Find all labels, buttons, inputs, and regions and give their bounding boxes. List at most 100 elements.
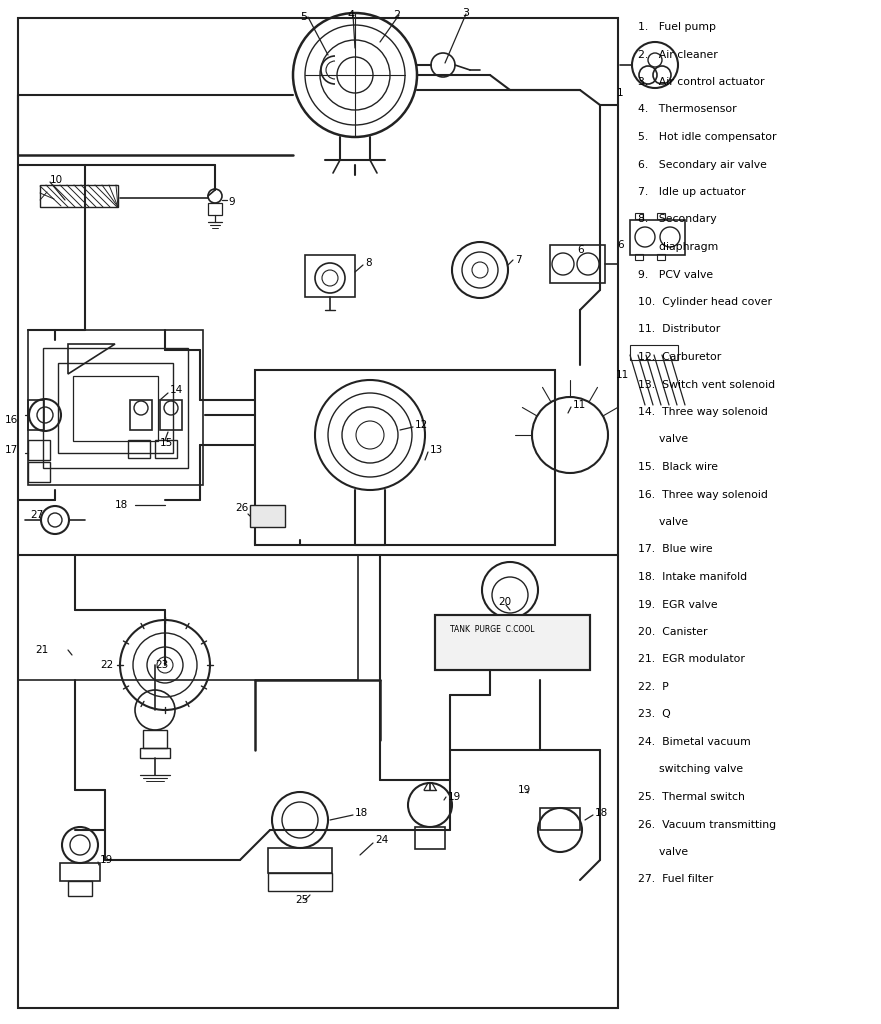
Text: 15.  Black wire: 15. Black wire <box>638 462 718 472</box>
Text: 19: 19 <box>448 792 462 802</box>
Text: 12: 12 <box>415 420 428 430</box>
Text: valve: valve <box>638 434 688 444</box>
Text: 16: 16 <box>5 415 19 425</box>
Bar <box>268 848 332 873</box>
Text: 9.   PCV valve: 9. PCV valve <box>638 269 713 280</box>
Bar <box>28 400 44 430</box>
Text: 14: 14 <box>170 385 183 395</box>
Text: 13: 13 <box>430 445 443 455</box>
Text: 25: 25 <box>295 895 308 905</box>
Bar <box>60 863 100 881</box>
Text: TANK  PURGE  C.COOL: TANK PURGE C.COOL <box>450 625 535 634</box>
Text: 4: 4 <box>347 10 354 20</box>
Text: 22: 22 <box>100 660 114 670</box>
Text: 3: 3 <box>462 8 469 18</box>
Text: 2.   Air cleaner: 2. Air cleaner <box>638 49 718 59</box>
Text: 20.  Canister: 20. Canister <box>638 627 707 637</box>
Text: 21.  EGR modulator: 21. EGR modulator <box>638 654 744 665</box>
Text: 15: 15 <box>160 438 174 449</box>
Text: 25.  Thermal switch: 25. Thermal switch <box>638 792 744 802</box>
Text: 16.  Three way solenoid: 16. Three way solenoid <box>638 489 768 500</box>
Bar <box>18 555 358 680</box>
Text: 23.  Q: 23. Q <box>638 710 670 720</box>
Text: 9: 9 <box>228 197 234 207</box>
Bar <box>58 362 173 453</box>
Bar <box>143 730 167 748</box>
Text: 10: 10 <box>50 175 63 185</box>
Bar <box>657 254 665 260</box>
Text: 1: 1 <box>617 88 624 98</box>
Text: 17.  Blue wire: 17. Blue wire <box>638 545 713 555</box>
Text: 18: 18 <box>115 500 129 510</box>
Text: 18: 18 <box>595 808 608 818</box>
Bar <box>40 185 118 207</box>
Text: 5.   Hot idle compensator: 5. Hot idle compensator <box>638 132 776 142</box>
Text: 7.   Idle up actuator: 7. Idle up actuator <box>638 187 745 197</box>
Bar <box>415 827 445 849</box>
Text: 11.  Distributor: 11. Distributor <box>638 325 721 335</box>
Text: switching valve: switching valve <box>638 765 744 774</box>
Bar <box>268 873 332 891</box>
Bar <box>128 440 150 458</box>
Text: 13.  Switch vent solenoid: 13. Switch vent solenoid <box>638 380 775 389</box>
Text: 18.  Intake manifold: 18. Intake manifold <box>638 572 747 582</box>
Text: diaphragm: diaphragm <box>638 242 718 252</box>
Text: 24.  Bimetal vacuum: 24. Bimetal vacuum <box>638 737 751 746</box>
Text: 5: 5 <box>300 12 307 22</box>
Bar <box>550 245 605 283</box>
Text: 18: 18 <box>355 808 368 818</box>
Bar <box>18 18 618 1008</box>
Text: 4.   Thermosensor: 4. Thermosensor <box>638 104 737 115</box>
Bar <box>255 370 555 545</box>
Bar <box>130 400 152 430</box>
Text: 19: 19 <box>518 785 531 795</box>
Text: 20: 20 <box>498 597 511 607</box>
Text: valve: valve <box>638 517 688 527</box>
Bar <box>68 881 92 896</box>
Text: 26: 26 <box>234 503 248 513</box>
Text: 7: 7 <box>515 255 522 265</box>
Bar <box>160 400 182 430</box>
Text: 10.  Cylinder head cover: 10. Cylinder head cover <box>638 297 772 307</box>
Text: 12.  Carburetor: 12. Carburetor <box>638 352 722 362</box>
Bar <box>635 254 643 260</box>
Text: valve: valve <box>638 847 688 857</box>
Text: 6.   Secondary air valve: 6. Secondary air valve <box>638 160 766 170</box>
Text: 19: 19 <box>100 855 114 865</box>
Text: 3.   Air control actuator: 3. Air control actuator <box>638 77 765 87</box>
Bar <box>28 462 50 482</box>
Bar <box>657 213 665 219</box>
Text: 27: 27 <box>30 510 43 520</box>
Text: 21: 21 <box>35 645 48 655</box>
Bar <box>155 440 177 458</box>
Bar <box>140 748 170 758</box>
Text: 14.  Three way solenoid: 14. Three way solenoid <box>638 407 768 417</box>
Bar <box>435 615 590 670</box>
Bar <box>73 376 158 441</box>
Bar <box>250 505 285 527</box>
Text: 27.  Fuel filter: 27. Fuel filter <box>638 874 714 885</box>
Text: 26.  Vacuum transmitting: 26. Vacuum transmitting <box>638 819 776 829</box>
Text: 1.   Fuel pump: 1. Fuel pump <box>638 22 716 32</box>
Text: 19.  EGR valve: 19. EGR valve <box>638 599 718 609</box>
Bar <box>28 330 203 485</box>
Bar <box>635 213 643 219</box>
Bar <box>28 440 50 460</box>
Text: 17: 17 <box>5 445 19 455</box>
Bar <box>540 808 580 830</box>
Text: 2: 2 <box>393 10 400 20</box>
Bar <box>208 203 222 215</box>
Text: 6: 6 <box>617 240 624 250</box>
Text: 11: 11 <box>616 370 629 380</box>
Bar <box>630 220 685 255</box>
Text: 8: 8 <box>365 258 372 268</box>
Bar <box>435 615 590 670</box>
Bar <box>305 255 355 297</box>
Text: 11: 11 <box>573 400 586 410</box>
Text: 23: 23 <box>155 660 168 670</box>
Bar <box>630 345 678 360</box>
Text: 6: 6 <box>577 245 583 255</box>
Bar <box>43 348 188 468</box>
Text: 22.  P: 22. P <box>638 682 669 692</box>
Text: 8.   Secondary: 8. Secondary <box>638 214 716 224</box>
